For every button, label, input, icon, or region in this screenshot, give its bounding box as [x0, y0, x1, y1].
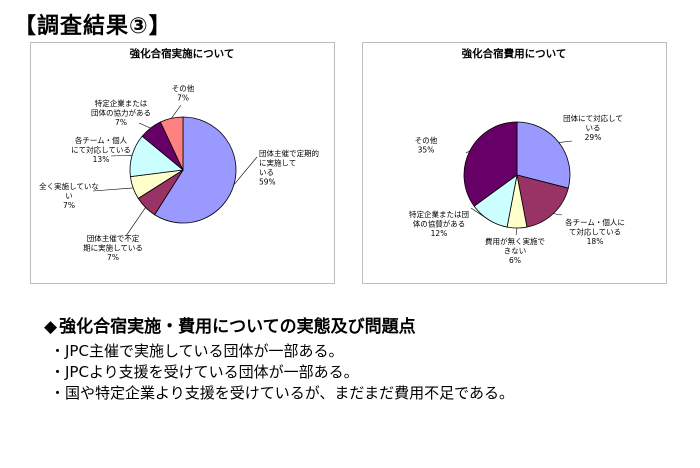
- slice-label: 全く実施していない 7%: [39, 181, 99, 210]
- leader-line: [515, 227, 518, 236]
- diamond-bullet-icon: ◆: [44, 317, 58, 337]
- leader-line: [470, 207, 489, 220]
- pie-slice: [516, 174, 569, 228]
- leader-line: [138, 122, 151, 129]
- page-title: 【調査結果③】: [14, 14, 172, 39]
- slice-label: 各チーム・個人にて対応している 13%: [71, 135, 131, 164]
- slice-label: 団体主催で不定期に実施している 7%: [83, 233, 143, 262]
- pie-slice: [154, 116, 237, 224]
- slice-label: 費用が無く実施できない 6%: [485, 236, 545, 265]
- summary-item: ・国や特定企業より支援を受けているが、まだまだ費用不足である。: [50, 384, 514, 402]
- pie-slice: [516, 121, 571, 189]
- leader-line: [125, 207, 146, 237]
- chart-title: 強化合宿実施について: [130, 47, 235, 60]
- slice-label: その他 35%: [415, 135, 438, 155]
- slice-label: 特定企業または団体の協賛がある 12%: [409, 209, 469, 238]
- slice-label: その他 7%: [172, 83, 195, 103]
- leader-line: [110, 154, 133, 157]
- leader-line: [92, 187, 134, 192]
- leader-line: [465, 150, 470, 154]
- slice-label: 団体にて対応している 29%: [563, 113, 623, 142]
- leader-line: [558, 140, 573, 143]
- leader-line: [553, 213, 563, 216]
- summary-heading: ◆ 強化合宿実施・費用についての実態及び問題点: [44, 312, 514, 337]
- slice-label: 特定企業または団体の協力がある 7%: [91, 98, 151, 127]
- leader-line: [233, 156, 258, 185]
- summary-item: ・JPC主催で実施している団体が一部ある。: [50, 342, 344, 360]
- summary-section: ◆ 強化合宿実施・費用についての実態及び問題点 ・JPC主催で実施している団体が一…: [44, 312, 514, 404]
- summary-item: ・JPCより支援を受けている団体が一部ある。: [50, 363, 359, 381]
- slice-label: 各チーム・個人にて対応している 18%: [565, 217, 625, 246]
- chart-title: 強化合宿費用について: [462, 47, 567, 60]
- chart-panel-implementation: 強化合宿実施について団体主催で定期的に実施している 59% 団体主催で不定期に実施し…: [30, 42, 335, 284]
- slice-label: 団体主催で定期的に実施している 59%: [259, 148, 319, 187]
- leader-line: [171, 104, 182, 119]
- chart-panel-cost: 強化合宿費用について団体にて対応している 29% 各チーム・個人にて対応している 18…: [362, 42, 667, 284]
- summary-heading-text: 強化合宿実施・費用についての実態及び問題点: [59, 317, 416, 337]
